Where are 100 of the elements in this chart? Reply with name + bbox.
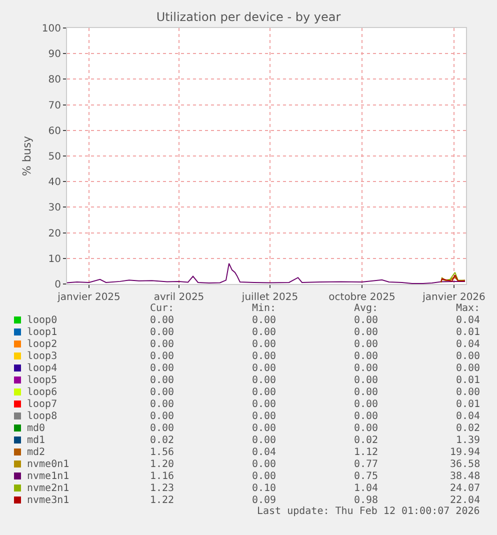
- x-tick-label: avril 2025: [154, 292, 204, 303]
- text: 1.23: [150, 483, 174, 494]
- text: 0.00: [252, 387, 276, 398]
- text: 0.04: [252, 447, 276, 458]
- text: 0.00: [150, 399, 174, 410]
- text: 0.00: [252, 399, 276, 410]
- text: 0.00: [150, 363, 174, 374]
- text: 0.00: [150, 339, 174, 350]
- legend-label: nvme0n1: [27, 459, 70, 470]
- text: 0.00: [354, 351, 378, 362]
- text: 1.22: [150, 495, 174, 506]
- text: 1.39: [456, 435, 480, 446]
- text: 0.00: [252, 411, 276, 422]
- text: 19.94: [450, 447, 480, 458]
- text: 0.00: [252, 459, 276, 470]
- y-tick-label: 90: [48, 49, 61, 60]
- text: 0.04: [456, 315, 480, 326]
- text: 0.00: [252, 471, 276, 482]
- x-tick-label: octobre 2025: [328, 292, 396, 303]
- legend-label: nvme1n1: [27, 471, 70, 482]
- text: 0.00: [456, 351, 480, 362]
- text: 0.00: [150, 315, 174, 326]
- text: 0.02: [456, 423, 480, 434]
- text: 0.04: [456, 411, 480, 422]
- legend-label: loop1: [27, 327, 58, 338]
- legend-label: md2: [27, 447, 46, 458]
- text: 0.00: [252, 375, 276, 386]
- legend-label: nvme3n1: [27, 495, 70, 506]
- y-tick-label: 10: [48, 254, 61, 265]
- chart-title: Utilization per device - by year: [156, 10, 341, 24]
- text: 0.02: [150, 435, 174, 446]
- legend-label: loop8: [27, 411, 58, 422]
- text: 0.09: [252, 495, 276, 506]
- y-tick-label: 80: [48, 74, 61, 86]
- text: 0.00: [354, 339, 378, 350]
- text: 0.00: [150, 375, 174, 386]
- text: 0.01: [456, 399, 480, 410]
- text: 0.00: [354, 411, 378, 422]
- text: 1.16: [150, 471, 174, 482]
- y-tick-label: 70: [48, 100, 61, 112]
- y-tick-label: 20: [48, 228, 61, 240]
- legend-label: md1: [27, 435, 46, 446]
- text: 0.00: [354, 399, 378, 410]
- text: Avg:: [354, 303, 378, 314]
- text: Max:: [456, 303, 480, 314]
- text: 0.00: [354, 327, 378, 338]
- text: 0.00: [150, 327, 174, 338]
- text: Last update: Thu Feb 12 01:00:07 2026: [257, 506, 480, 517]
- text: 22.04: [450, 495, 480, 506]
- text: 0.00: [252, 423, 276, 434]
- text: 0.00: [252, 327, 276, 338]
- text: 0.00: [252, 363, 276, 374]
- text: 0.00: [456, 387, 480, 398]
- text: 0.01: [456, 327, 480, 338]
- text: 0.04: [456, 339, 480, 350]
- text: 0.00: [252, 351, 276, 362]
- text: 0.00: [354, 363, 378, 374]
- legend-label: loop5: [27, 375, 58, 386]
- legend-label: loop7: [27, 399, 58, 410]
- text: 0.75: [354, 471, 378, 482]
- y-tick-label: 40: [48, 177, 61, 188]
- x-tick-label: janvier 2026: [422, 292, 486, 303]
- x-tick-label: juillet 2025: [240, 292, 298, 303]
- text: 0.98: [354, 495, 378, 506]
- text: 0.00: [150, 351, 174, 362]
- y-axis-title: % busy: [20, 135, 34, 176]
- text: 0.00: [456, 363, 480, 374]
- text: 0.00: [252, 435, 276, 446]
- text: 1.20: [150, 459, 174, 470]
- text: 0.00: [252, 315, 276, 326]
- text: 0.00: [150, 423, 174, 434]
- y-tick-label: 100: [42, 24, 61, 34]
- text: 1.56: [150, 447, 174, 458]
- text: 0.77: [354, 459, 378, 470]
- legend-label: loop3: [27, 351, 58, 362]
- legend-label: md0: [27, 423, 46, 434]
- text: 1.04: [354, 483, 378, 494]
- text: Min:: [252, 303, 276, 314]
- text: 0.00: [150, 387, 174, 398]
- text: Cur:: [150, 303, 174, 314]
- text: 38.48: [450, 471, 480, 482]
- text: 0.01: [456, 375, 480, 386]
- text: 1.12: [354, 447, 378, 458]
- legend-label: loop2: [27, 339, 58, 350]
- text: 0.00: [150, 411, 174, 422]
- text: 0.00: [354, 423, 378, 434]
- text: 0.00: [354, 315, 378, 326]
- text: 0.00: [252, 339, 276, 350]
- legend-label: loop6: [27, 387, 58, 398]
- legend-label: nvme2n1: [27, 483, 70, 494]
- text: 0.00: [354, 375, 378, 386]
- y-tick-label: 60: [48, 126, 61, 137]
- y-tick-label: 50: [48, 152, 61, 162]
- text: 0.10: [252, 483, 276, 494]
- legend-label: loop4: [27, 363, 58, 374]
- text: 0.02: [354, 435, 378, 446]
- legend-label: loop0: [27, 315, 58, 326]
- text: 0.00: [354, 387, 378, 398]
- text: 36.58: [450, 459, 480, 470]
- y-tick-label: 30: [48, 202, 61, 214]
